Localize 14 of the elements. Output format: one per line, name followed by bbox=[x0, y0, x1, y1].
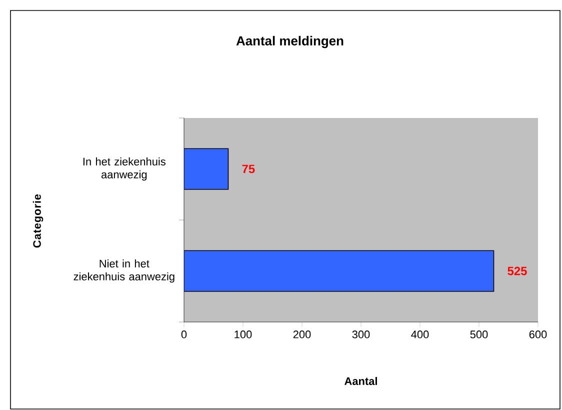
x-tick-label: 100 bbox=[234, 330, 252, 338]
y-tick-label: Niet in het ziekenhuis aanwezig bbox=[74, 259, 174, 283]
y-tick-label: In het ziekenhuis aanwezig bbox=[83, 157, 166, 181]
data-label: 525 bbox=[508, 266, 527, 276]
data-label: 75 bbox=[242, 164, 255, 174]
y-axis-title: Categorie bbox=[32, 194, 44, 248]
x-tick-label: 600 bbox=[529, 330, 547, 338]
x-axis-title: Aantal bbox=[344, 376, 377, 386]
chart-title: Aantal meldingen bbox=[236, 36, 344, 48]
x-tick-label: 400 bbox=[411, 330, 429, 338]
x-tick-label: 0 bbox=[181, 330, 187, 338]
x-tick-label: 500 bbox=[470, 330, 488, 338]
x-tick-label: 200 bbox=[293, 330, 311, 338]
x-tick-label: 300 bbox=[352, 330, 370, 338]
